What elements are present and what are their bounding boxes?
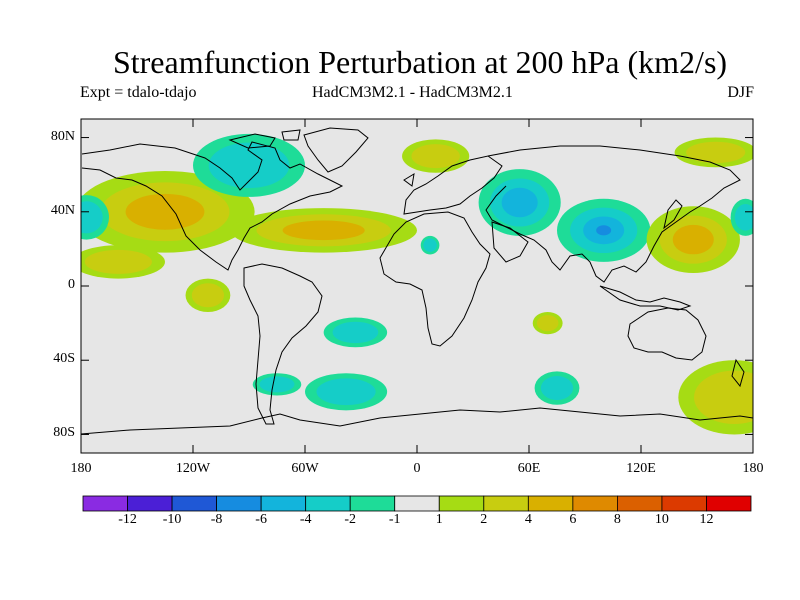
anomaly-arctic-ne-band-1: [686, 141, 746, 164]
coastline-antarctica: [81, 407, 753, 435]
colorbar-label: -10: [162, 512, 182, 527]
colorbar-swatch: [438, 495, 485, 512]
colorbar-swatch: [260, 495, 307, 512]
colorbar-label: -1: [388, 512, 401, 527]
y-tick-label: 80N: [50, 128, 75, 144]
colorbar-swatch: [349, 495, 396, 512]
anomaly-canada-band-1: [208, 142, 290, 189]
season-label: DJF: [727, 84, 754, 101]
coastline-new-zealand: [731, 358, 745, 388]
coastline-north-america: [81, 141, 344, 271]
coastline-arabia: [491, 221, 529, 263]
anomaly-tropical-c-pacific-band-1: [191, 283, 225, 308]
colorbar-label: -8: [210, 512, 223, 527]
anomaly-indian-ocean-band-1: [536, 315, 559, 332]
colorbar-label: 12: [699, 512, 714, 527]
colorbar-swatch: [305, 495, 351, 512]
anomaly-s-asia-band-3: [596, 225, 612, 236]
anomaly-s-indian-ocean-band-1: [540, 376, 574, 401]
colorbar-swatch: [706, 495, 752, 512]
colorbar-swatch: [171, 495, 217, 512]
anomaly-nw-pacific-band-2: [672, 224, 714, 255]
y-tick-label: 40S: [53, 351, 75, 367]
anomaly-n-atlantic-band-2: [282, 220, 365, 241]
anomaly-n-pacific-west-band-1: [81, 201, 103, 234]
x-tick-label: 60W: [291, 461, 319, 476]
colorbar-swatch: [82, 495, 128, 512]
colorbar-swatch: [394, 495, 440, 512]
colorbar-swatch: [661, 495, 707, 512]
coastline-africa: [379, 211, 491, 347]
anomaly-s-pacific-band-1: [259, 376, 295, 393]
anomaly-n-pacific-east-band-1: [734, 203, 753, 231]
x-tick-label: 180: [70, 461, 92, 476]
x-tick-label: 180: [742, 461, 764, 476]
model-label: HadCM3M2.1 - HadCM3M2.1: [312, 84, 513, 101]
anomaly-middle-east-band-2: [501, 187, 538, 218]
y-tick-label: 40N: [50, 202, 75, 218]
colorbar-label: -4: [299, 512, 312, 527]
colorbar-swatch: [572, 495, 618, 512]
colorbar-swatch: [617, 495, 663, 512]
colorbar-label: 2: [480, 512, 488, 527]
y-tick-label: 0: [68, 277, 75, 292]
coastline-asia: [485, 145, 741, 283]
coastline-europe: [403, 155, 503, 215]
anomaly-ne-pacific-band-2: [125, 193, 205, 230]
coastline-australia: [627, 307, 707, 361]
x-tick-label: 60E: [517, 461, 541, 476]
colorbar-label: 10: [654, 512, 669, 527]
anomaly-n-atlantic-east-band-1: [411, 144, 460, 169]
anomaly-tropical-e-pacific-band-1: [84, 249, 152, 274]
experiment-label: Expt = tdalo-tdajo: [80, 84, 197, 101]
colorbar-swatch: [127, 495, 173, 512]
anomaly-s-ocean-near-s-america-band-1: [316, 378, 376, 406]
colorbar-label: 8: [613, 512, 621, 527]
coastline-indonesia: [599, 285, 692, 311]
colorbar-label: 1: [435, 512, 443, 527]
anomaly-s-atlantic-band-1: [332, 321, 379, 344]
colorbar-label: -2: [344, 512, 357, 527]
colorbar-label: -12: [118, 512, 137, 527]
colorbar-label: 4: [524, 512, 532, 527]
colorbar-label: 6: [569, 512, 577, 527]
coastline-arctic-islands: [228, 129, 301, 149]
anomaly-w-africa-band-1: [423, 238, 437, 252]
colorbar-swatch: [527, 495, 574, 512]
x-tick-label: 0: [413, 461, 421, 476]
x-tick-label: 120W: [175, 461, 211, 476]
colorbar-swatch: [483, 495, 529, 512]
chart-title: Streamfunction Perturbation at 200 hPa (…: [112, 44, 728, 80]
colorbar-label: -6: [255, 512, 267, 527]
coastline-greenland: [303, 127, 369, 173]
y-tick-label: 80S: [53, 425, 75, 441]
x-tick-label: 120E: [626, 461, 656, 476]
coastline-south-america: [243, 263, 323, 425]
coastline-japan: [663, 199, 683, 230]
colorbar-swatch: [216, 495, 262, 512]
